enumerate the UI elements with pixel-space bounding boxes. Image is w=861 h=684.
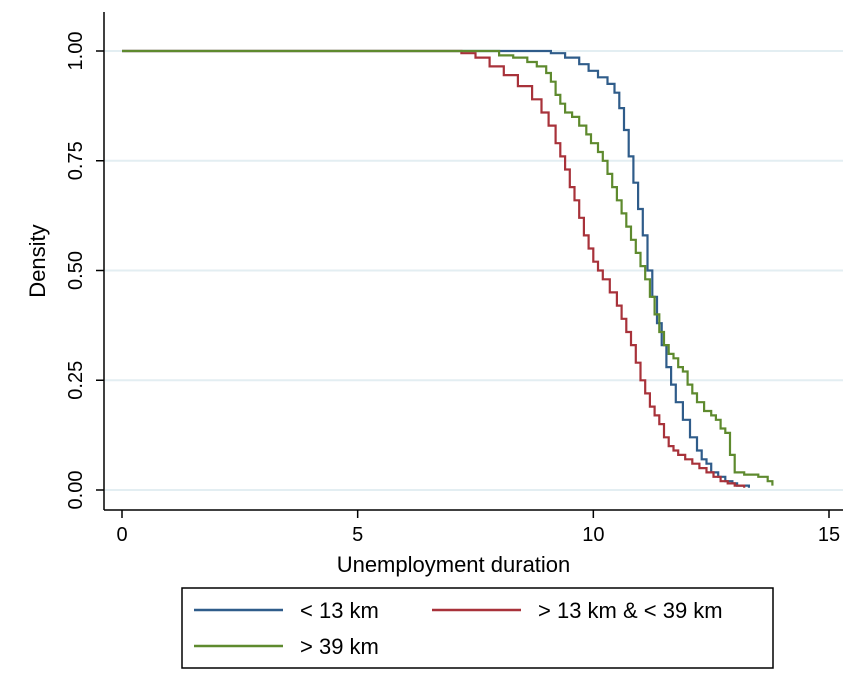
legend-box [181,587,774,669]
x-axis-title: Unemployment duration [337,552,571,577]
gridlines [105,50,843,491]
series-line-middle [122,49,746,488]
series-line-far [122,49,774,486]
x-tick-label: 0 [116,524,127,546]
axes [96,12,843,518]
y-tick-label: 1.00 [65,32,87,71]
plot-lines [122,49,774,488]
y-tick-label: 0.25 [65,361,87,400]
tick-labels: 0.00 0.25 0.50 0.75 1.00 0 5 10 15 [65,32,840,546]
legend-label-far: > 39 km [300,634,379,659]
legend: < 13 km > 13 km & < 39 km > 39 km [181,587,774,669]
x-tick-label: 5 [352,524,363,546]
series-line-near [122,49,750,488]
x-tick-label: 10 [582,524,604,546]
x-tick-label: 15 [818,524,840,546]
y-tick-label: 0.00 [65,471,87,510]
y-axis-title: Density [25,224,50,297]
legend-label-near: < 13 km [300,598,379,623]
y-tick-label: 0.50 [65,251,87,290]
legend-label-middle: > 13 km & < 39 km [538,598,723,623]
y-tick-label: 0.75 [65,141,87,180]
